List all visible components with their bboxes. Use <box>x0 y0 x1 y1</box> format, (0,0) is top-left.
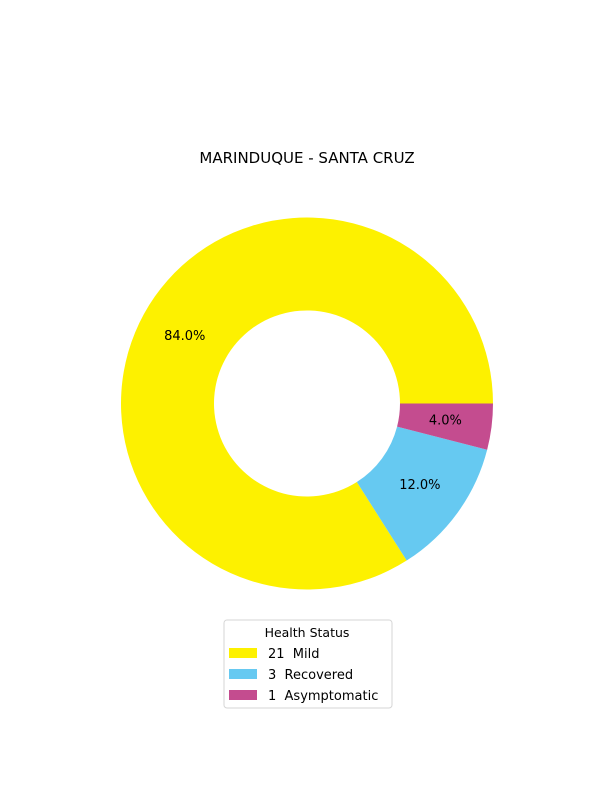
slice-recovered <box>356 426 488 561</box>
slice-mild <box>121 217 494 590</box>
legend-frame <box>223 619 393 709</box>
legend-items: 21 Mild 3 Recovered 1 Asymptomatic <box>229 647 378 704</box>
slice-asymptomatic <box>397 403 493 450</box>
legend-swatch-asymptomatic <box>229 690 257 700</box>
legend-swatch-mild <box>229 648 257 658</box>
slice-label-mild: 84.0% <box>164 329 205 344</box>
legend: Health Status 21 Mild 3 Recovered 1 Asympt… <box>223 619 393 709</box>
donut-slices <box>121 217 494 590</box>
slice-labels: 84.0% 12.0% 4.0% <box>164 329 462 493</box>
legend-label-mild: 21 Mild <box>268 647 320 662</box>
legend-label-recovered: 3 Recovered <box>268 668 353 683</box>
slice-label-recovered: 12.0% <box>399 478 440 493</box>
legend-swatch-recovered <box>229 669 257 679</box>
legend-label-asymptomatic: 1 Asymptomatic <box>268 689 378 704</box>
chart-title: MARINDUQUE - SANTA CRUZ <box>199 149 414 167</box>
slice-label-asymptomatic: 4.0% <box>429 413 462 428</box>
legend-title: Health Status <box>265 625 350 640</box>
